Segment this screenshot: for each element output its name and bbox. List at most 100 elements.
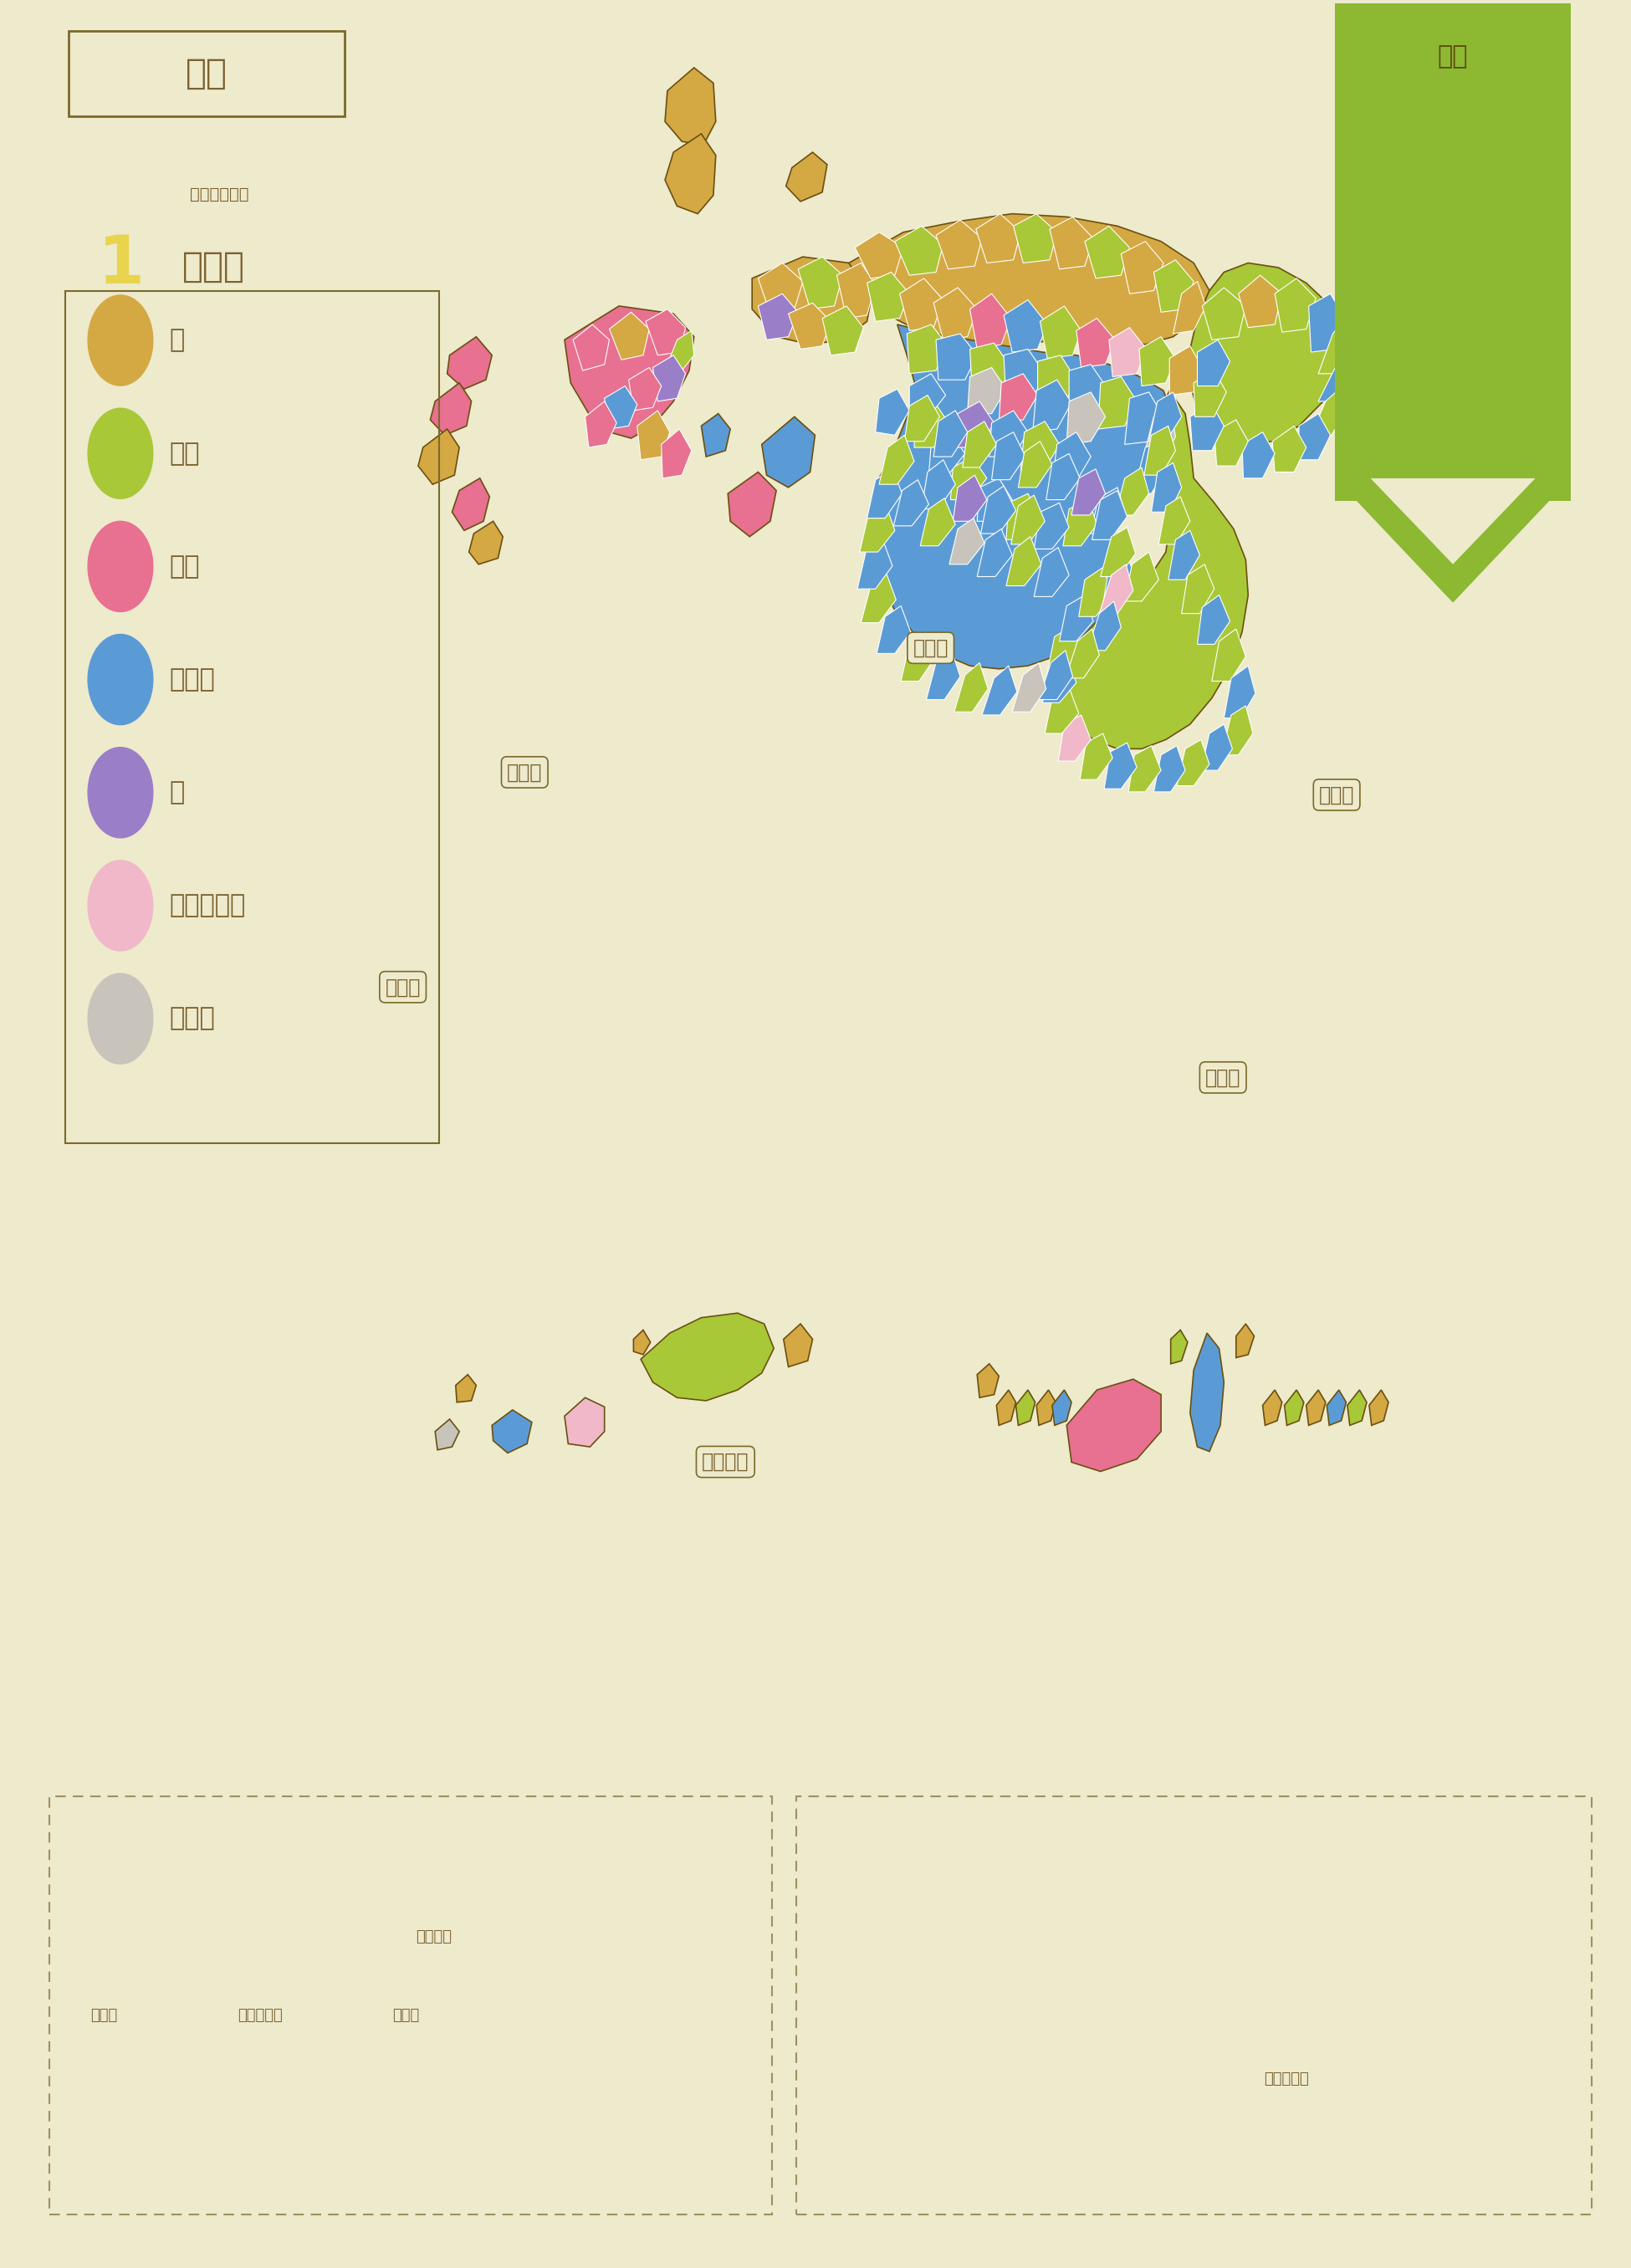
- Polygon shape: [1016, 1390, 1036, 1424]
- Polygon shape: [1347, 1390, 1367, 1424]
- Polygon shape: [949, 517, 985, 565]
- Polygon shape: [633, 1329, 651, 1354]
- Polygon shape: [786, 152, 827, 202]
- Polygon shape: [975, 213, 1021, 263]
- Polygon shape: [455, 1374, 476, 1402]
- Text: 豚: 豚: [170, 780, 184, 805]
- Polygon shape: [1034, 547, 1068, 596]
- Polygon shape: [1013, 213, 1057, 263]
- Polygon shape: [572, 324, 610, 370]
- Polygon shape: [977, 1363, 998, 1397]
- Polygon shape: [1306, 1390, 1326, 1424]
- Text: 奄美大島: 奄美大島: [416, 1930, 452, 1944]
- Circle shape: [88, 748, 153, 837]
- Polygon shape: [858, 540, 892, 590]
- Polygon shape: [1059, 714, 1091, 762]
- Polygon shape: [783, 1325, 812, 1368]
- Text: 1: 1: [98, 231, 145, 297]
- Text: 果実: 果実: [170, 553, 199, 578]
- Circle shape: [88, 408, 153, 499]
- Polygon shape: [431, 383, 471, 435]
- Polygon shape: [1042, 655, 1076, 703]
- Polygon shape: [652, 356, 685, 401]
- Polygon shape: [701, 413, 731, 456]
- Polygon shape: [564, 306, 695, 438]
- Polygon shape: [1197, 594, 1230, 644]
- Polygon shape: [1125, 392, 1163, 445]
- Polygon shape: [977, 528, 1013, 576]
- Polygon shape: [447, 336, 493, 390]
- Polygon shape: [1138, 336, 1176, 386]
- Polygon shape: [758, 263, 802, 313]
- Polygon shape: [641, 1313, 773, 1402]
- Polygon shape: [1148, 392, 1181, 442]
- Polygon shape: [798, 256, 843, 308]
- Polygon shape: [1158, 497, 1191, 544]
- Text: 大分県: 大分県: [1319, 785, 1354, 805]
- Polygon shape: [920, 499, 956, 547]
- Polygon shape: [1336, 479, 1571, 603]
- Polygon shape: [1143, 426, 1176, 474]
- Polygon shape: [752, 256, 873, 345]
- Polygon shape: [951, 456, 987, 499]
- Polygon shape: [1318, 349, 1350, 401]
- Text: 福岡県: 福岡県: [913, 637, 948, 658]
- Polygon shape: [1103, 556, 1137, 603]
- Circle shape: [88, 635, 153, 726]
- Polygon shape: [605, 386, 638, 429]
- Polygon shape: [788, 304, 830, 349]
- Polygon shape: [877, 606, 910, 653]
- Polygon shape: [1202, 288, 1246, 340]
- Polygon shape: [1101, 528, 1135, 576]
- Polygon shape: [1168, 531, 1200, 581]
- Polygon shape: [936, 333, 977, 379]
- Polygon shape: [1191, 404, 1223, 451]
- Polygon shape: [822, 306, 863, 356]
- Polygon shape: [915, 404, 951, 447]
- Polygon shape: [1213, 420, 1248, 465]
- Polygon shape: [1003, 299, 1047, 352]
- Polygon shape: [871, 386, 1117, 669]
- Polygon shape: [1194, 370, 1227, 417]
- Polygon shape: [905, 395, 939, 442]
- Polygon shape: [1153, 261, 1194, 313]
- Polygon shape: [1191, 1334, 1223, 1452]
- Polygon shape: [1129, 746, 1161, 792]
- Polygon shape: [758, 295, 798, 340]
- Polygon shape: [1098, 376, 1137, 429]
- Polygon shape: [1223, 667, 1256, 719]
- Polygon shape: [1021, 422, 1060, 469]
- Text: 野菜: 野菜: [1437, 43, 1468, 68]
- Polygon shape: [1011, 494, 1045, 544]
- Polygon shape: [1052, 433, 1091, 485]
- Text: ブロイラー: ブロイラー: [170, 894, 245, 919]
- Polygon shape: [1006, 494, 1041, 540]
- Circle shape: [88, 973, 153, 1064]
- Polygon shape: [970, 342, 1011, 392]
- Polygon shape: [1275, 279, 1316, 331]
- Polygon shape: [868, 469, 902, 517]
- FancyBboxPatch shape: [1336, 5, 1571, 501]
- Polygon shape: [926, 651, 961, 699]
- Polygon shape: [928, 433, 966, 474]
- Polygon shape: [1065, 628, 1099, 678]
- Polygon shape: [1116, 467, 1148, 515]
- Polygon shape: [1052, 390, 1248, 748]
- Circle shape: [88, 522, 153, 612]
- Polygon shape: [1181, 565, 1213, 615]
- Polygon shape: [1151, 463, 1181, 513]
- Polygon shape: [418, 429, 460, 485]
- Polygon shape: [1169, 347, 1202, 395]
- Polygon shape: [998, 374, 1037, 422]
- Text: 佐賀県: 佐賀県: [507, 762, 543, 782]
- Polygon shape: [762, 417, 816, 488]
- Polygon shape: [1072, 469, 1106, 515]
- Polygon shape: [1243, 433, 1275, 479]
- Polygon shape: [1041, 306, 1081, 358]
- Polygon shape: [1050, 218, 1093, 270]
- Text: その他: その他: [170, 1007, 215, 1032]
- Polygon shape: [1039, 651, 1073, 699]
- Text: 宮崎県: 宮崎県: [1205, 1068, 1241, 1089]
- Polygon shape: [1142, 411, 1176, 465]
- Polygon shape: [661, 429, 692, 479]
